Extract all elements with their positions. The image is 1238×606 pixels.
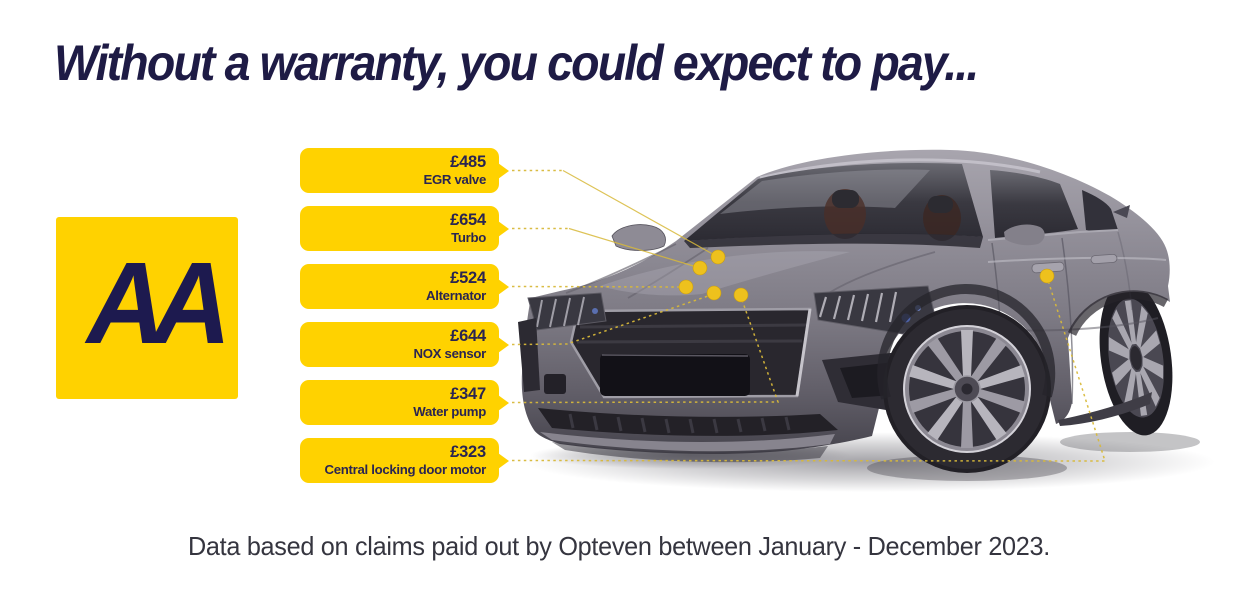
door-handles bbox=[1031, 253, 1118, 274]
callout-price: £347 bbox=[450, 385, 486, 403]
car-ground-shadow bbox=[525, 432, 1215, 492]
rear-arch-lip bbox=[1067, 290, 1169, 337]
front-splitter-lip bbox=[540, 432, 835, 452]
part-marker-alternator bbox=[678, 279, 694, 295]
front-grille bbox=[569, 307, 812, 399]
roof-highlight bbox=[759, 158, 1041, 180]
callout-price: £644 bbox=[450, 327, 486, 345]
callout-turbo: £654 Turbo bbox=[300, 206, 499, 251]
callout-part: EGR valve bbox=[423, 172, 486, 187]
rocker-panel bbox=[1058, 392, 1152, 426]
part-marker-turbo bbox=[692, 260, 708, 276]
front-wheel bbox=[883, 305, 1051, 473]
callout-alternator: £524 Alternator bbox=[300, 264, 499, 309]
windshield-reflection bbox=[720, 169, 930, 214]
callout-part: Water pump bbox=[413, 404, 486, 419]
aa-logo: AA bbox=[56, 217, 238, 399]
callout-part: NOX sensor bbox=[413, 346, 487, 361]
callout-nox-sensor: £644 NOX sensor bbox=[300, 322, 499, 367]
callout-water-pump: £347 Water pump bbox=[300, 380, 499, 425]
window-chrome-trim bbox=[987, 229, 1119, 241]
front-arch-lip bbox=[877, 284, 1056, 400]
hood-lines bbox=[565, 243, 936, 303]
callout-price: £323 bbox=[450, 443, 486, 461]
right-headlight bbox=[813, 285, 935, 335]
left-mirror bbox=[611, 224, 666, 251]
antenna-fin bbox=[1113, 205, 1130, 218]
right-bumper-intake bbox=[822, 352, 922, 410]
windshield bbox=[684, 162, 983, 241]
front-door-window bbox=[990, 170, 1078, 238]
cowl-shadow bbox=[684, 233, 983, 248]
hood-highlight bbox=[600, 251, 850, 296]
right-mirror bbox=[1004, 224, 1045, 246]
callout-part: Alternator bbox=[425, 288, 486, 303]
leader-line-water-pump bbox=[511, 296, 780, 404]
leader-line-nox-sensor bbox=[511, 293, 715, 346]
callout-part: Turbo bbox=[451, 230, 486, 245]
left-bumper-intake bbox=[518, 318, 540, 392]
data-source-note: Data based on claims paid out by Opteven… bbox=[188, 531, 1050, 561]
part-marker-water-pump bbox=[733, 287, 749, 303]
callout-central-locking: £323 Central locking door motor bbox=[300, 438, 499, 483]
callout-price: £654 bbox=[450, 211, 486, 229]
leader-line-alternator bbox=[511, 285, 687, 288]
lower-crease bbox=[1004, 317, 1159, 332]
callout-egr-valve: £485 EGR valve bbox=[300, 148, 499, 193]
left-fog-lamp bbox=[544, 374, 566, 394]
callout-part: Central locking door motor bbox=[324, 462, 487, 477]
interior-seats bbox=[824, 189, 961, 241]
splitter-shadow bbox=[552, 442, 828, 463]
part-marker-egr-valve bbox=[710, 249, 726, 265]
part-marker-nox-sensor bbox=[706, 285, 722, 301]
leader-line-central-locking bbox=[511, 276, 1107, 462]
callout-price: £485 bbox=[450, 153, 486, 171]
rear-wheel bbox=[1099, 280, 1173, 436]
car-body bbox=[521, 149, 1170, 455]
part-marker-central-locking bbox=[1039, 268, 1055, 284]
lower-mesh-band bbox=[538, 408, 838, 436]
page-title: Without a warranty, you could expect to … bbox=[54, 35, 979, 91]
door-seams bbox=[991, 231, 1133, 421]
leader-line-turbo-diagonal bbox=[568, 227, 701, 269]
rear-quarter-window bbox=[1082, 190, 1118, 232]
shoulder-crease bbox=[987, 256, 1167, 263]
leader-line-egr-valve-diagonal bbox=[562, 169, 719, 258]
aa-logo-text: AA bbox=[87, 238, 231, 368]
left-headlight bbox=[527, 292, 607, 331]
callout-price: £524 bbox=[450, 269, 486, 287]
